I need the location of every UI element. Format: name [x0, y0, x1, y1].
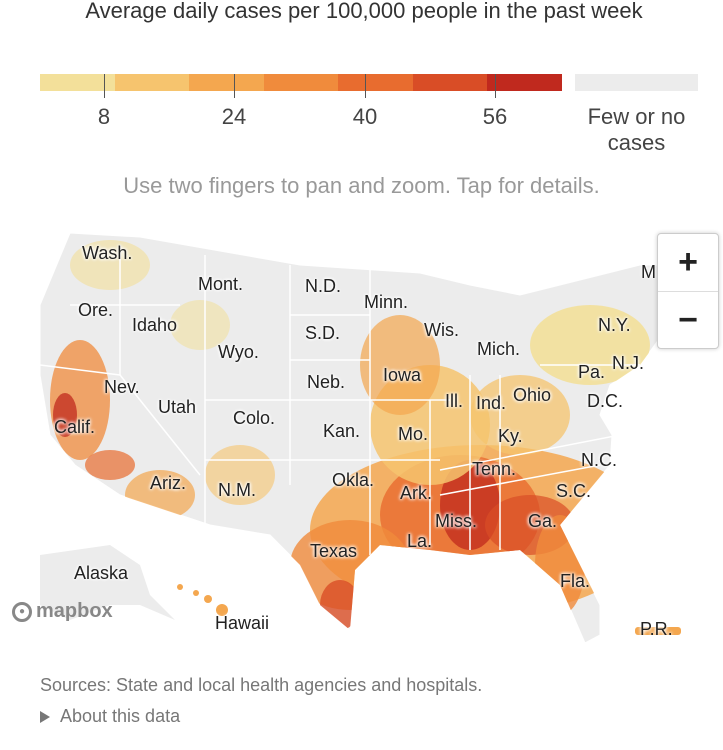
- state-label: Ill.: [445, 391, 463, 411]
- state-label: Miss.: [435, 511, 477, 531]
- state-label: Alaska: [74, 563, 129, 583]
- state-label: Neb.: [307, 372, 346, 392]
- state-label: Wash.: [82, 243, 133, 263]
- state-label: Colo.: [233, 408, 276, 428]
- color-scale: [40, 74, 563, 91]
- state-label: N.J.: [612, 353, 645, 373]
- color-legend: 8 24 40 56 Few or no cases: [40, 74, 698, 164]
- state-label: Okla.: [332, 470, 375, 490]
- state-label: Ga.: [528, 511, 558, 531]
- state-label: Ky.: [498, 426, 523, 446]
- about-toggle[interactable]: About this data: [40, 706, 180, 727]
- scale-segment: [189, 74, 264, 91]
- zoom-out-button[interactable]: −: [658, 291, 718, 349]
- state-label: Minn.: [364, 292, 409, 312]
- scale-segment: [487, 74, 563, 91]
- puerto-rico-shape: [635, 627, 681, 635]
- legend-tick-label: 24: [221, 104, 247, 129]
- state-label: Mont.: [198, 274, 244, 294]
- state-label: N.C.: [581, 450, 617, 470]
- legend-tick: [495, 74, 496, 98]
- state-label: M: [641, 262, 656, 282]
- state-label: Kan.: [323, 421, 361, 441]
- legend-tick: [104, 74, 105, 98]
- mapbox-label: mapbox: [36, 600, 113, 622]
- few-cases-label: Few or no cases: [587, 104, 686, 155]
- state-label: La.: [407, 531, 433, 551]
- scale-segment: [338, 74, 413, 91]
- legend-tick: [234, 74, 235, 98]
- about-label: About this data: [60, 706, 181, 726]
- state-label: Ariz.: [150, 473, 186, 493]
- state-label: Hawaii: [215, 613, 270, 633]
- state-label: Ark.: [400, 483, 433, 503]
- state-label: Nev.: [104, 377, 140, 397]
- hawaii-shape: [177, 584, 228, 616]
- state-label: Iowa: [383, 365, 422, 385]
- sources-note: Sources: State and local health agencies…: [40, 675, 483, 695]
- state-label: S.C.: [556, 481, 592, 501]
- pan-zoom-hint: Use two fingers to pan and zoom. Tap for…: [123, 173, 600, 198]
- state-label: N.D.: [305, 276, 341, 296]
- alaska-shape: [40, 545, 175, 620]
- legend-tick: [365, 74, 366, 98]
- legend-tick-label: 56: [482, 104, 508, 129]
- state-label: Calif.: [54, 417, 96, 437]
- few-cases-swatch: [575, 74, 698, 91]
- map-canvas[interactable]: [0, 225, 723, 655]
- state-label: Wis.: [424, 320, 459, 340]
- state-label: Idaho: [132, 315, 178, 335]
- scale-segment: [40, 74, 115, 91]
- state-borders: [40, 245, 640, 555]
- state-label: Ind.: [476, 393, 507, 413]
- disclosure-triangle-icon: [40, 710, 50, 723]
- state-label: Texas: [310, 541, 358, 561]
- state-label: N.Y.: [598, 315, 631, 335]
- mapbox-logo[interactable]: ● mapbox: [12, 600, 113, 623]
- state-label: Mo.: [398, 424, 429, 444]
- zoom-control: + −: [657, 233, 719, 349]
- scale-segment: [263, 74, 339, 91]
- state-label: Wyo.: [218, 342, 259, 362]
- legend-tick-label: 40: [352, 104, 378, 129]
- us-map[interactable]: Wash. Mont. N.D. Minn. Ore. Idaho S.D. W…: [0, 225, 723, 655]
- chart-title: Average daily cases per 100,000 people i…: [85, 0, 643, 23]
- state-label: Mich.: [477, 339, 521, 359]
- state-label: P.R.: [640, 619, 673, 639]
- state-label: S.D.: [305, 323, 341, 343]
- scale-segment: [114, 74, 190, 91]
- state-label: N.M.: [218, 480, 256, 500]
- state-label: Fla.: [560, 571, 591, 591]
- state-label: Ohio: [513, 385, 552, 405]
- state-label: Pa.: [578, 362, 606, 382]
- scale-segment: [412, 74, 488, 91]
- state-label: Tenn.: [472, 459, 517, 479]
- state-label: Utah: [158, 397, 197, 417]
- mapbox-ring-icon: ●: [12, 601, 32, 622]
- legend-tick-label: 8: [97, 104, 111, 129]
- state-label: Ore.: [78, 300, 114, 320]
- state-label: D.C.: [587, 391, 623, 411]
- zoom-in-button[interactable]: +: [678, 243, 698, 281]
